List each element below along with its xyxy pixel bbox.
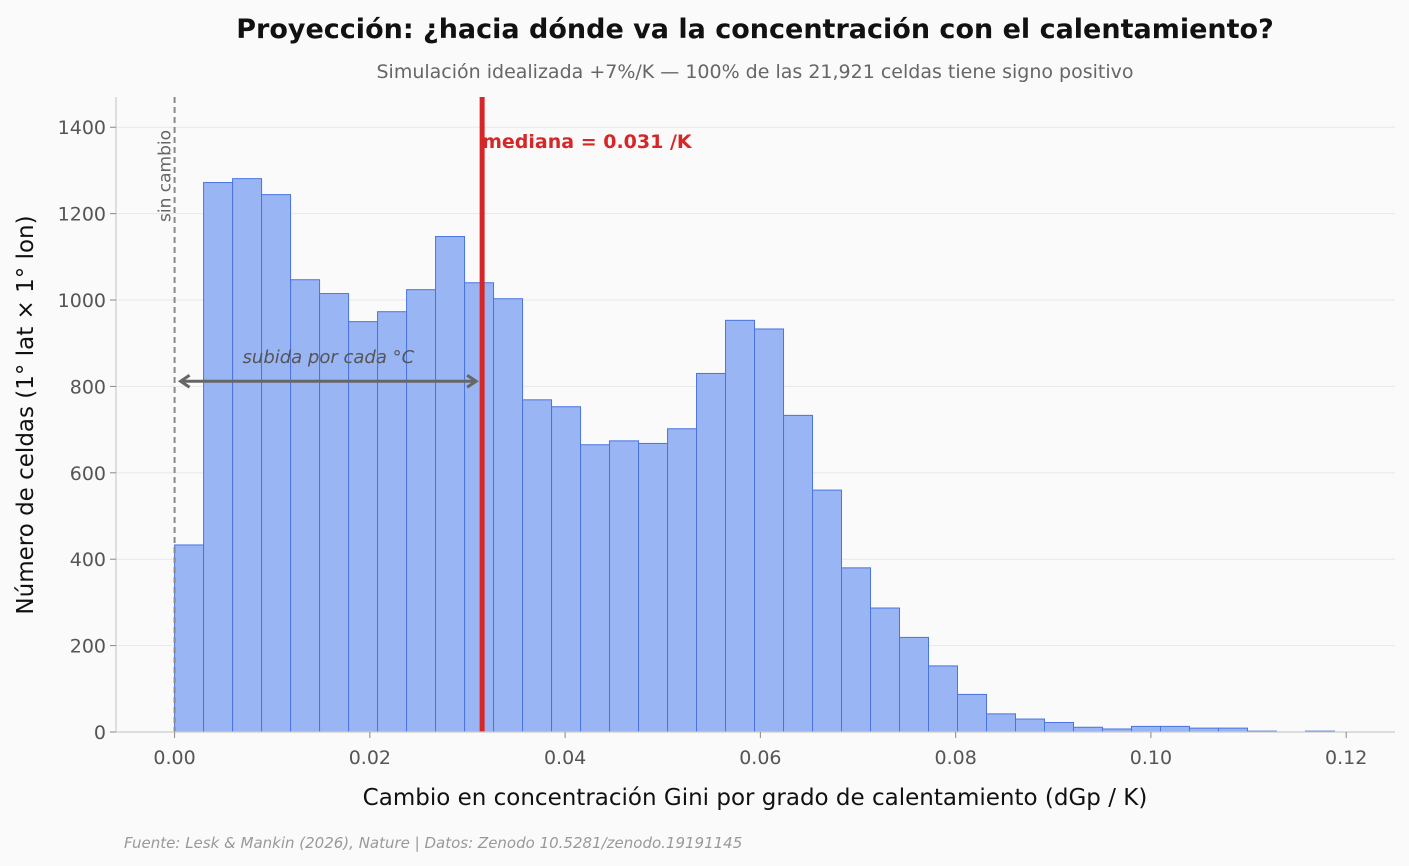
histogram-bar — [1014, 718, 1045, 733]
arrow-head-right — [466, 373, 479, 389]
histogram-bar — [725, 319, 756, 733]
y-tick-label: 1200 — [58, 204, 106, 226]
histogram-bar — [696, 372, 727, 733]
y-tick-label: 800 — [70, 376, 106, 398]
histogram-bar — [261, 194, 292, 733]
histogram-bar — [667, 428, 698, 733]
no-change-marker: sin cambio — [156, 97, 176, 732]
histogram-bar — [986, 713, 1016, 733]
x-tick-label: 0.10 — [1130, 747, 1172, 769]
histogram-bar — [928, 665, 959, 733]
histogram-bar — [1043, 721, 1074, 733]
histogram-bar — [551, 406, 582, 733]
y-axis-label: Número de celdas (1° lat × 1° lon) — [13, 215, 39, 614]
histogram-bar — [638, 442, 669, 733]
x-axis-label: Cambio en concentración Gini por grado d… — [363, 785, 1148, 811]
histogram-bar — [1159, 725, 1190, 733]
histogram-bar — [522, 399, 553, 733]
x-tick-label: 0.12 — [1325, 747, 1367, 769]
histogram-bars — [174, 178, 1335, 733]
x-tick-label: 0.04 — [544, 747, 586, 769]
y-tick-label: 200 — [70, 636, 106, 658]
no-change-label: sin cambio — [156, 130, 176, 222]
y-tick-label: 0 — [94, 722, 106, 744]
histogram-bar — [232, 178, 263, 733]
x-tick-label: 0.08 — [934, 747, 976, 769]
histogram-bar — [812, 489, 843, 733]
histogram-bar — [1072, 726, 1103, 733]
chart-title: Proyección: ¿hacia dónde va la concentra… — [236, 14, 1274, 45]
rise-arrow: subida por cada °C — [177, 347, 479, 389]
histogram-bar — [870, 607, 901, 733]
chart-subtitle: Simulación idealizada +7%/K — 100% de la… — [376, 61, 1133, 83]
median-label: mediana = 0.031 /K — [482, 131, 693, 153]
histogram-bar — [348, 321, 379, 733]
histogram-bar — [783, 414, 814, 733]
histogram-bar — [464, 282, 495, 733]
arrow-head-left — [177, 373, 191, 389]
x-tick-label: 0.00 — [153, 747, 195, 769]
histogram-bar — [377, 311, 408, 733]
y-tick-label: 400 — [70, 549, 106, 571]
histogram-bar — [493, 298, 524, 733]
histogram-bar — [754, 328, 785, 733]
histogram-bar — [203, 182, 234, 733]
x-tick-label: 0.06 — [739, 747, 781, 769]
histogram-bar — [435, 236, 466, 733]
histogram-bar — [319, 293, 350, 733]
histogram-bar — [899, 636, 930, 733]
y-tick-label: 600 — [70, 463, 106, 485]
x-ticks: 0.00 0.02 0.04 0.06 0.08 0.10 0.12 — [153, 732, 1367, 769]
histogram-bar — [1130, 725, 1161, 733]
y-tick-label: 1400 — [58, 117, 106, 139]
histogram-bar — [580, 444, 611, 733]
median-marker: mediana = 0.031 /K — [479, 97, 693, 732]
axes — [115, 97, 1395, 733]
y-ticks: 0 200 400 600 800 1000 1200 1400 — [58, 117, 116, 744]
source-note: Fuente: Lesk & Mankin (2026), Nature | D… — [124, 834, 742, 852]
histogram-bar — [609, 440, 640, 733]
arrow-label: subida por cada °C — [243, 347, 415, 368]
x-tick-label: 0.02 — [349, 747, 391, 769]
histogram-bar — [957, 693, 988, 733]
histogram-bar — [841, 567, 872, 733]
histogram-bar — [406, 289, 437, 733]
histogram-bar — [174, 544, 205, 733]
y-tick-label: 1000 — [58, 290, 106, 312]
